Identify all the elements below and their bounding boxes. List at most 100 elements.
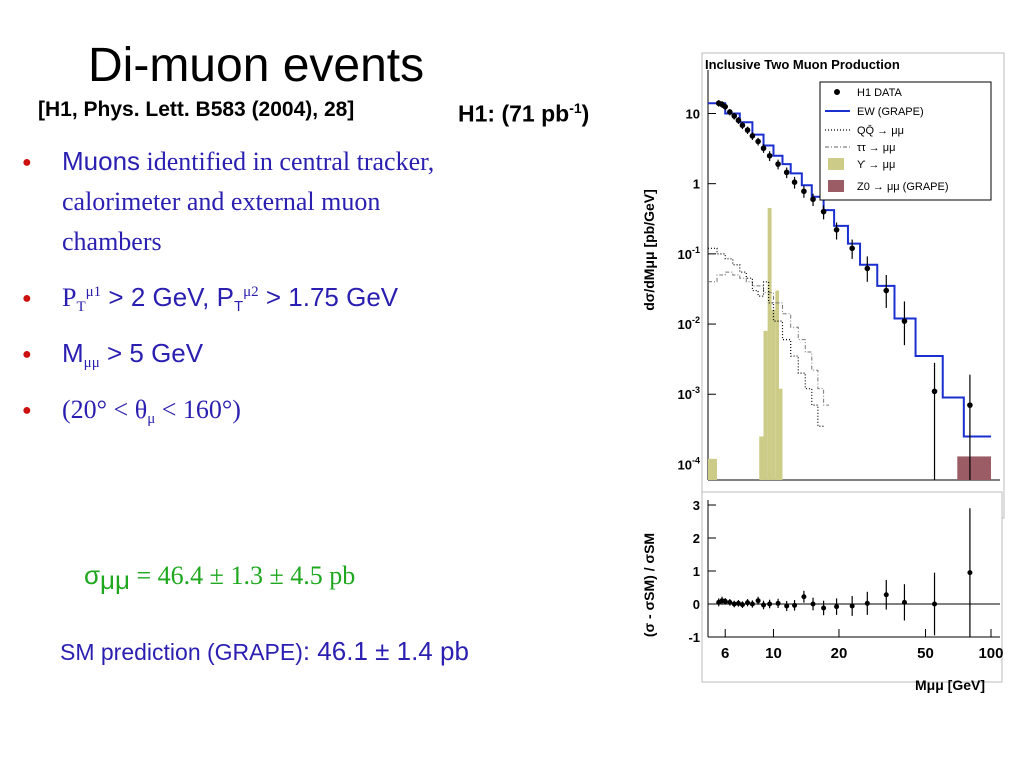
lower-y-tick-label: 2 bbox=[693, 531, 700, 546]
theta-sub: μ bbox=[147, 411, 156, 427]
ratio-point bbox=[834, 604, 840, 610]
data-point bbox=[722, 103, 729, 110]
data-point bbox=[749, 133, 756, 139]
data-point bbox=[766, 152, 773, 159]
pt1-sub: T bbox=[76, 299, 86, 315]
bullet-dot-icon: ● bbox=[22, 346, 32, 363]
data-point bbox=[801, 188, 807, 195]
lower-y-tick-label: 0 bbox=[693, 597, 700, 612]
data-point bbox=[775, 161, 781, 167]
ratio-point bbox=[761, 602, 767, 608]
pt-cut-middle: > 2 GeV, P bbox=[101, 282, 234, 312]
legend-marker-data bbox=[834, 89, 840, 95]
z0-bar bbox=[957, 456, 991, 480]
theta-cut-start: (20° < θ bbox=[62, 395, 148, 424]
legend-label-ew: EW (GRAPE) bbox=[857, 106, 924, 118]
legend-swatch-z0 bbox=[828, 180, 844, 192]
pt1-symbol: P bbox=[62, 283, 77, 312]
upper-plot-area bbox=[708, 100, 991, 480]
ratio-point bbox=[755, 598, 761, 604]
upsilon-bar bbox=[708, 458, 718, 480]
upsilon-bar bbox=[778, 388, 783, 480]
data-point bbox=[967, 402, 973, 408]
bullet-list: ● Muons identified in central tracker, c… bbox=[22, 146, 522, 450]
ratio-point bbox=[767, 601, 773, 607]
upper-y-tick-label: 1 bbox=[693, 177, 700, 192]
upper-y-tick-label: 10 bbox=[686, 106, 700, 121]
pt1-sup: μ1 bbox=[85, 284, 102, 300]
data-point bbox=[755, 138, 761, 145]
mass-symbol: M bbox=[62, 338, 84, 368]
ratio-point bbox=[849, 603, 855, 609]
theta-cut-end: < 160°) bbox=[155, 395, 241, 424]
legend-label-qq: QQ̄ → μμ bbox=[857, 124, 904, 137]
bullet-dot-icon: ● bbox=[22, 154, 32, 171]
lower-y-axis-label: (σ - σSM) / σSM bbox=[641, 533, 657, 637]
bullet-dot-icon: ● bbox=[22, 402, 32, 419]
sigma-sub: μμ bbox=[100, 565, 131, 595]
ratio-point bbox=[901, 599, 907, 605]
data-point bbox=[744, 127, 751, 133]
dimuon-figure: Inclusive Two Muon Production 10110-110-… bbox=[641, 52, 1005, 693]
pt2-sup: μ2 bbox=[243, 284, 259, 300]
ratio-point bbox=[792, 602, 798, 608]
legend: H1 DATA EW (GRAPE) QQ̄ → μμ ττ → μμ ϒ → … bbox=[819, 81, 992, 201]
legend-label-z0: Z0 → μμ (GRAPE) bbox=[857, 181, 949, 193]
ratio-point bbox=[883, 592, 889, 598]
luminosity-prefix: H1: (71 pb bbox=[458, 100, 570, 127]
bullet-muons-word: Muons bbox=[62, 146, 141, 176]
data-point bbox=[731, 113, 738, 119]
ratio-point bbox=[749, 601, 755, 607]
ratio-point bbox=[775, 600, 781, 606]
x-tick-label: 6 bbox=[721, 645, 729, 662]
lower-plot-area bbox=[708, 508, 1000, 637]
bullet-dot-icon: ● bbox=[22, 290, 32, 307]
bullet-theta-cut: ● (20° < θμ < 160°) bbox=[22, 394, 522, 434]
legend-label-upsilon: ϒ → μμ bbox=[857, 159, 895, 171]
cross-section-result: σμμ = 46.4 ± 1.3 ± 4.5 pb bbox=[84, 560, 355, 596]
data-point bbox=[783, 169, 790, 176]
ratio-point bbox=[967, 570, 973, 576]
upsilon-bar bbox=[767, 208, 772, 480]
lower-y-tick-label: -1 bbox=[688, 630, 700, 645]
data-point bbox=[727, 109, 733, 115]
data-point bbox=[849, 245, 855, 252]
ratio-point bbox=[745, 600, 751, 606]
upsilon-bar bbox=[771, 309, 776, 480]
ratio-point bbox=[784, 603, 790, 609]
legend-label-tautau: ττ → μμ bbox=[857, 142, 895, 154]
data-point bbox=[833, 227, 840, 233]
lower-panel-background bbox=[701, 491, 1003, 683]
lower-y-tick-label: 3 bbox=[693, 498, 700, 513]
x-axis-label: Mμμ [GeV] bbox=[915, 677, 985, 693]
upper-y-tick-label: 10-2 bbox=[678, 315, 700, 332]
luminosity-exponent: -1 bbox=[569, 100, 582, 116]
data-point bbox=[901, 318, 908, 324]
pt2-sub: T bbox=[233, 298, 244, 315]
x-tick-label: 50 bbox=[917, 645, 934, 662]
ratio-point bbox=[739, 602, 745, 608]
ratio-point bbox=[727, 599, 733, 605]
pt-cut-end: > 1.75 GeV bbox=[258, 282, 399, 312]
legend-box bbox=[819, 81, 992, 201]
cross-section-value: = 46.4 ± 1.3 ± 4.5 pb bbox=[130, 561, 356, 590]
upper-y-tick-label: 10-4 bbox=[678, 455, 700, 472]
sm-prediction-label: SM prediction (GRAPE) bbox=[60, 639, 303, 665]
x-tick-label: 10 bbox=[765, 645, 782, 662]
x-tick-label: 100 bbox=[978, 645, 1003, 662]
bullet-muon-identification: ● Muons identified in central tracker, c… bbox=[22, 146, 482, 266]
upsilon-bar bbox=[759, 436, 764, 480]
legend-swatch-upsilon bbox=[828, 158, 844, 170]
data-point bbox=[739, 122, 746, 129]
data-point bbox=[883, 287, 890, 294]
lower-y-tick-label: 1 bbox=[693, 564, 700, 579]
x-tick-label: 20 bbox=[831, 645, 848, 662]
upper-y-tick-label: 10-1 bbox=[678, 245, 700, 262]
luminosity-label: H1: (71 pb-1) bbox=[458, 100, 589, 128]
sm-prediction-value: : 46.1 ± 1.4 pb bbox=[302, 636, 469, 666]
ratio-point bbox=[735, 600, 741, 606]
bullet-pt-cuts: ● PTμ1 > 2 GeV, PTμ2 > 1.75 GeV bbox=[22, 282, 522, 322]
data-point bbox=[820, 208, 827, 215]
mass-cut-end: > 5 GeV bbox=[99, 338, 204, 368]
slide-title: Di-muon events bbox=[88, 39, 425, 92]
